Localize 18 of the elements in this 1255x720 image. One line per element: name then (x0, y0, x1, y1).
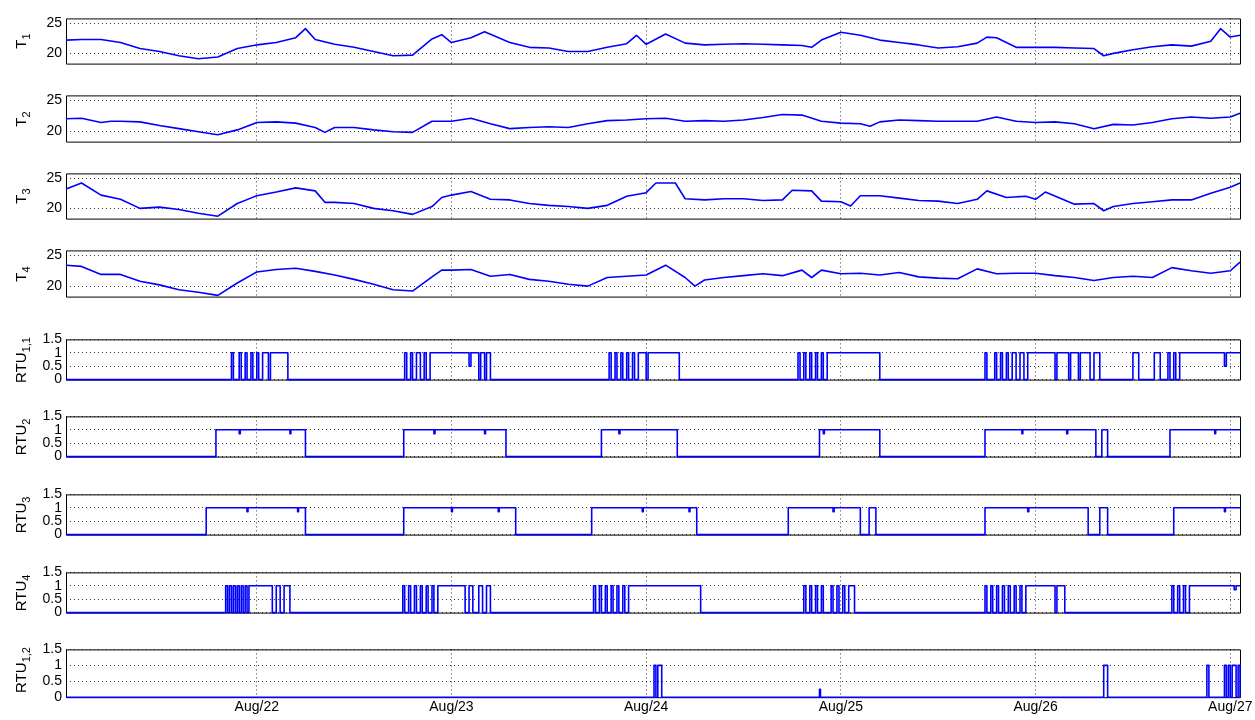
x-tick-label: Aug/27 (1208, 698, 1253, 715)
x-tick-label: Aug/24 (623, 698, 669, 715)
x-tick-label: Aug/26 (1013, 698, 1058, 715)
y-tick-label: 0 (54, 688, 63, 705)
y-tick-label: 25 (46, 91, 63, 108)
y-tick-label: 0.5 (42, 672, 63, 689)
y-tick-label: 25 (46, 14, 63, 31)
y-tick-label: 25 (46, 169, 63, 186)
y-tick-label: 20 (46, 44, 63, 61)
x-tick-label: Aug/23 (429, 698, 474, 715)
y-tick-label: 20 (46, 199, 63, 216)
y-tick-label: 25 (46, 246, 63, 263)
y-tick-label: 1.5 (42, 640, 63, 657)
y-tick-label: 20 (46, 121, 63, 138)
y-tick-label: 20 (46, 276, 63, 293)
y-tick-label: 1 (54, 656, 63, 673)
x-tick-label: Aug/22 (234, 698, 280, 715)
x-tick-label: Aug/25 (818, 698, 864, 715)
